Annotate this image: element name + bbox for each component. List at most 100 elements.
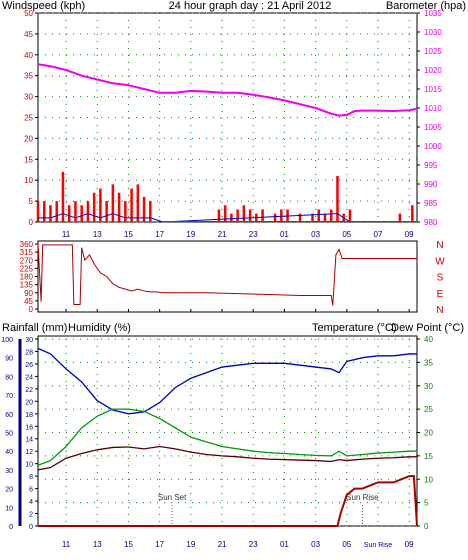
temperature-tick-label: 35 [424, 358, 433, 367]
barometer-tick-label: 985 [424, 199, 438, 208]
rain-tick-label: 10 [25, 462, 33, 469]
rain-tick-label: 6 [29, 487, 33, 494]
windspeed-axis-label: Windspeed (kph) [2, 0, 85, 12]
direction-tick-label: 180 [20, 273, 34, 282]
direction-tick-label: 90 [24, 289, 33, 298]
barometer-tick-label: 1030 [424, 28, 442, 37]
wind-x-tick-label: 03 [311, 230, 320, 239]
dewpoint-line [37, 445, 417, 471]
rain-tick-label: 18 [25, 412, 33, 419]
rainfall-axis-label: Rainfall (mm) [2, 322, 67, 334]
direction-series [37, 243, 417, 306]
direction-tick-label: 270 [20, 256, 34, 265]
direction-tick-label: 315 [20, 248, 34, 257]
barometer-axis-label: Barometer (hpa) [386, 0, 466, 12]
humidity-tick-label: 0 [9, 524, 13, 531]
humidity-tick-label: 20 [5, 487, 13, 494]
humidity-axis-label: Humidity (%) [68, 322, 131, 334]
direction-line [37, 243, 417, 306]
temperature-axis-label: Temperature (°C) [312, 322, 396, 334]
wind-x-tick-label: 11 [62, 230, 71, 239]
compass-label: E [437, 289, 444, 300]
temp-x-tick-label: 19 [186, 540, 195, 549]
temp-x-tick-label: 21 [218, 540, 227, 549]
rain-tick-label: 20 [25, 399, 33, 406]
barometer-tick-label: 990 [424, 180, 438, 189]
wind-x-tick-label: 21 [218, 230, 227, 239]
direction-tick-label: 135 [20, 281, 34, 290]
wind-tick-label: 5 [29, 197, 34, 206]
wind-x-tick-label: 15 [124, 230, 133, 239]
direction-plot-frame [37, 240, 418, 313]
humidity-tick-label: 70 [5, 393, 13, 400]
rain-tick-label: 30 [25, 337, 33, 344]
chart-title: 24 hour graph day : 21 April 2012 [169, 0, 332, 12]
temp-x-tick-label: 09 [405, 540, 414, 549]
rain-tick-label: 4 [29, 499, 33, 506]
wind-x-tick-label: 01 [280, 230, 289, 239]
humidity-line [37, 347, 417, 415]
barometer-tick-label: 1035 [424, 9, 442, 18]
temp-x-tick-label: 01 [280, 540, 289, 549]
wind-tick-label: 35 [24, 72, 33, 81]
temperature-series: Sun Set Sun Rise [37, 347, 418, 527]
temperature-line [37, 408, 417, 466]
wind-series [36, 171, 417, 223]
temperature-tick-label: 0 [424, 522, 429, 531]
humidity-tick-label: 10 [5, 505, 13, 512]
temperature-tick-label: 25 [424, 405, 433, 414]
humidity-tick-label: 80 [5, 374, 13, 381]
wind-avg-line [38, 213, 351, 223]
temperature-tick-label: 10 [424, 475, 433, 484]
humidity-tick-label: 60 [5, 412, 13, 419]
humidity-tick-label: 100 [1, 337, 13, 344]
wind-tick-label: 40 [24, 51, 33, 60]
temperature-tick-label: 5 [424, 499, 429, 508]
wind-x-tick-label: 23 [249, 230, 258, 239]
humidity-tick-label: 90 [5, 356, 13, 363]
axis-ticks: 0510152025303540455098098599099510001005… [1, 9, 445, 549]
humidity-tick-label: 30 [5, 468, 13, 475]
rain-tick-label: 26 [25, 362, 33, 369]
wind-tick-label: 45 [24, 30, 33, 39]
barometer-line [37, 63, 418, 117]
temp-x-tick-label: 23 [249, 540, 258, 549]
barometer-tick-label: 1025 [424, 47, 442, 56]
wind-x-tick-label: 17 [155, 230, 164, 239]
temp-x-tick-label: 17 [155, 540, 164, 549]
rain-tick-label: 12 [25, 449, 33, 456]
temp-x-tick-label: 13 [93, 540, 102, 549]
temperature-tick-label: 40 [424, 335, 433, 344]
temperature-tick-label: 15 [424, 452, 433, 461]
rain-tick-label: 0 [29, 524, 33, 531]
barometer-tick-label: 1015 [424, 85, 442, 94]
temperature-tick-label: 30 [424, 382, 433, 391]
rain-tick-label: 14 [25, 437, 33, 444]
temp-x-tick-label: 11 [62, 540, 71, 549]
dewpoint-axis-label: Dew Point (°C) [391, 322, 464, 334]
temperature-tick-label: 20 [424, 429, 433, 438]
wind-tick-label: 10 [24, 176, 33, 185]
wind-tick-label: 30 [24, 93, 33, 102]
rain-tick-label: 22 [25, 387, 33, 394]
sun-annotation: Sun Set [158, 493, 187, 502]
direction-tick-label: 0 [29, 305, 34, 314]
compass-label: S [437, 273, 444, 284]
barometer-tick-label: 995 [424, 161, 438, 170]
rainfall-line [38, 475, 418, 527]
temp-x-tick-label: 15 [124, 540, 133, 549]
wind-x-tick-label: 13 [93, 230, 102, 239]
humidity-tick-label: 40 [5, 449, 13, 456]
grid-lines [38, 12, 417, 527]
barometer-tick-label: 1010 [424, 104, 442, 113]
barometer-tick-label: 1000 [424, 142, 442, 151]
humidity-tick-label: 50 [5, 431, 13, 438]
wind-tick-label: 25 [24, 114, 33, 123]
barometer-tick-label: 1005 [424, 123, 442, 132]
rain-tick-label: 2 [29, 512, 33, 519]
rain-tick-label: 16 [25, 424, 33, 431]
wind-x-tick-label: 05 [342, 230, 351, 239]
direction-tick-label: 45 [24, 297, 33, 306]
